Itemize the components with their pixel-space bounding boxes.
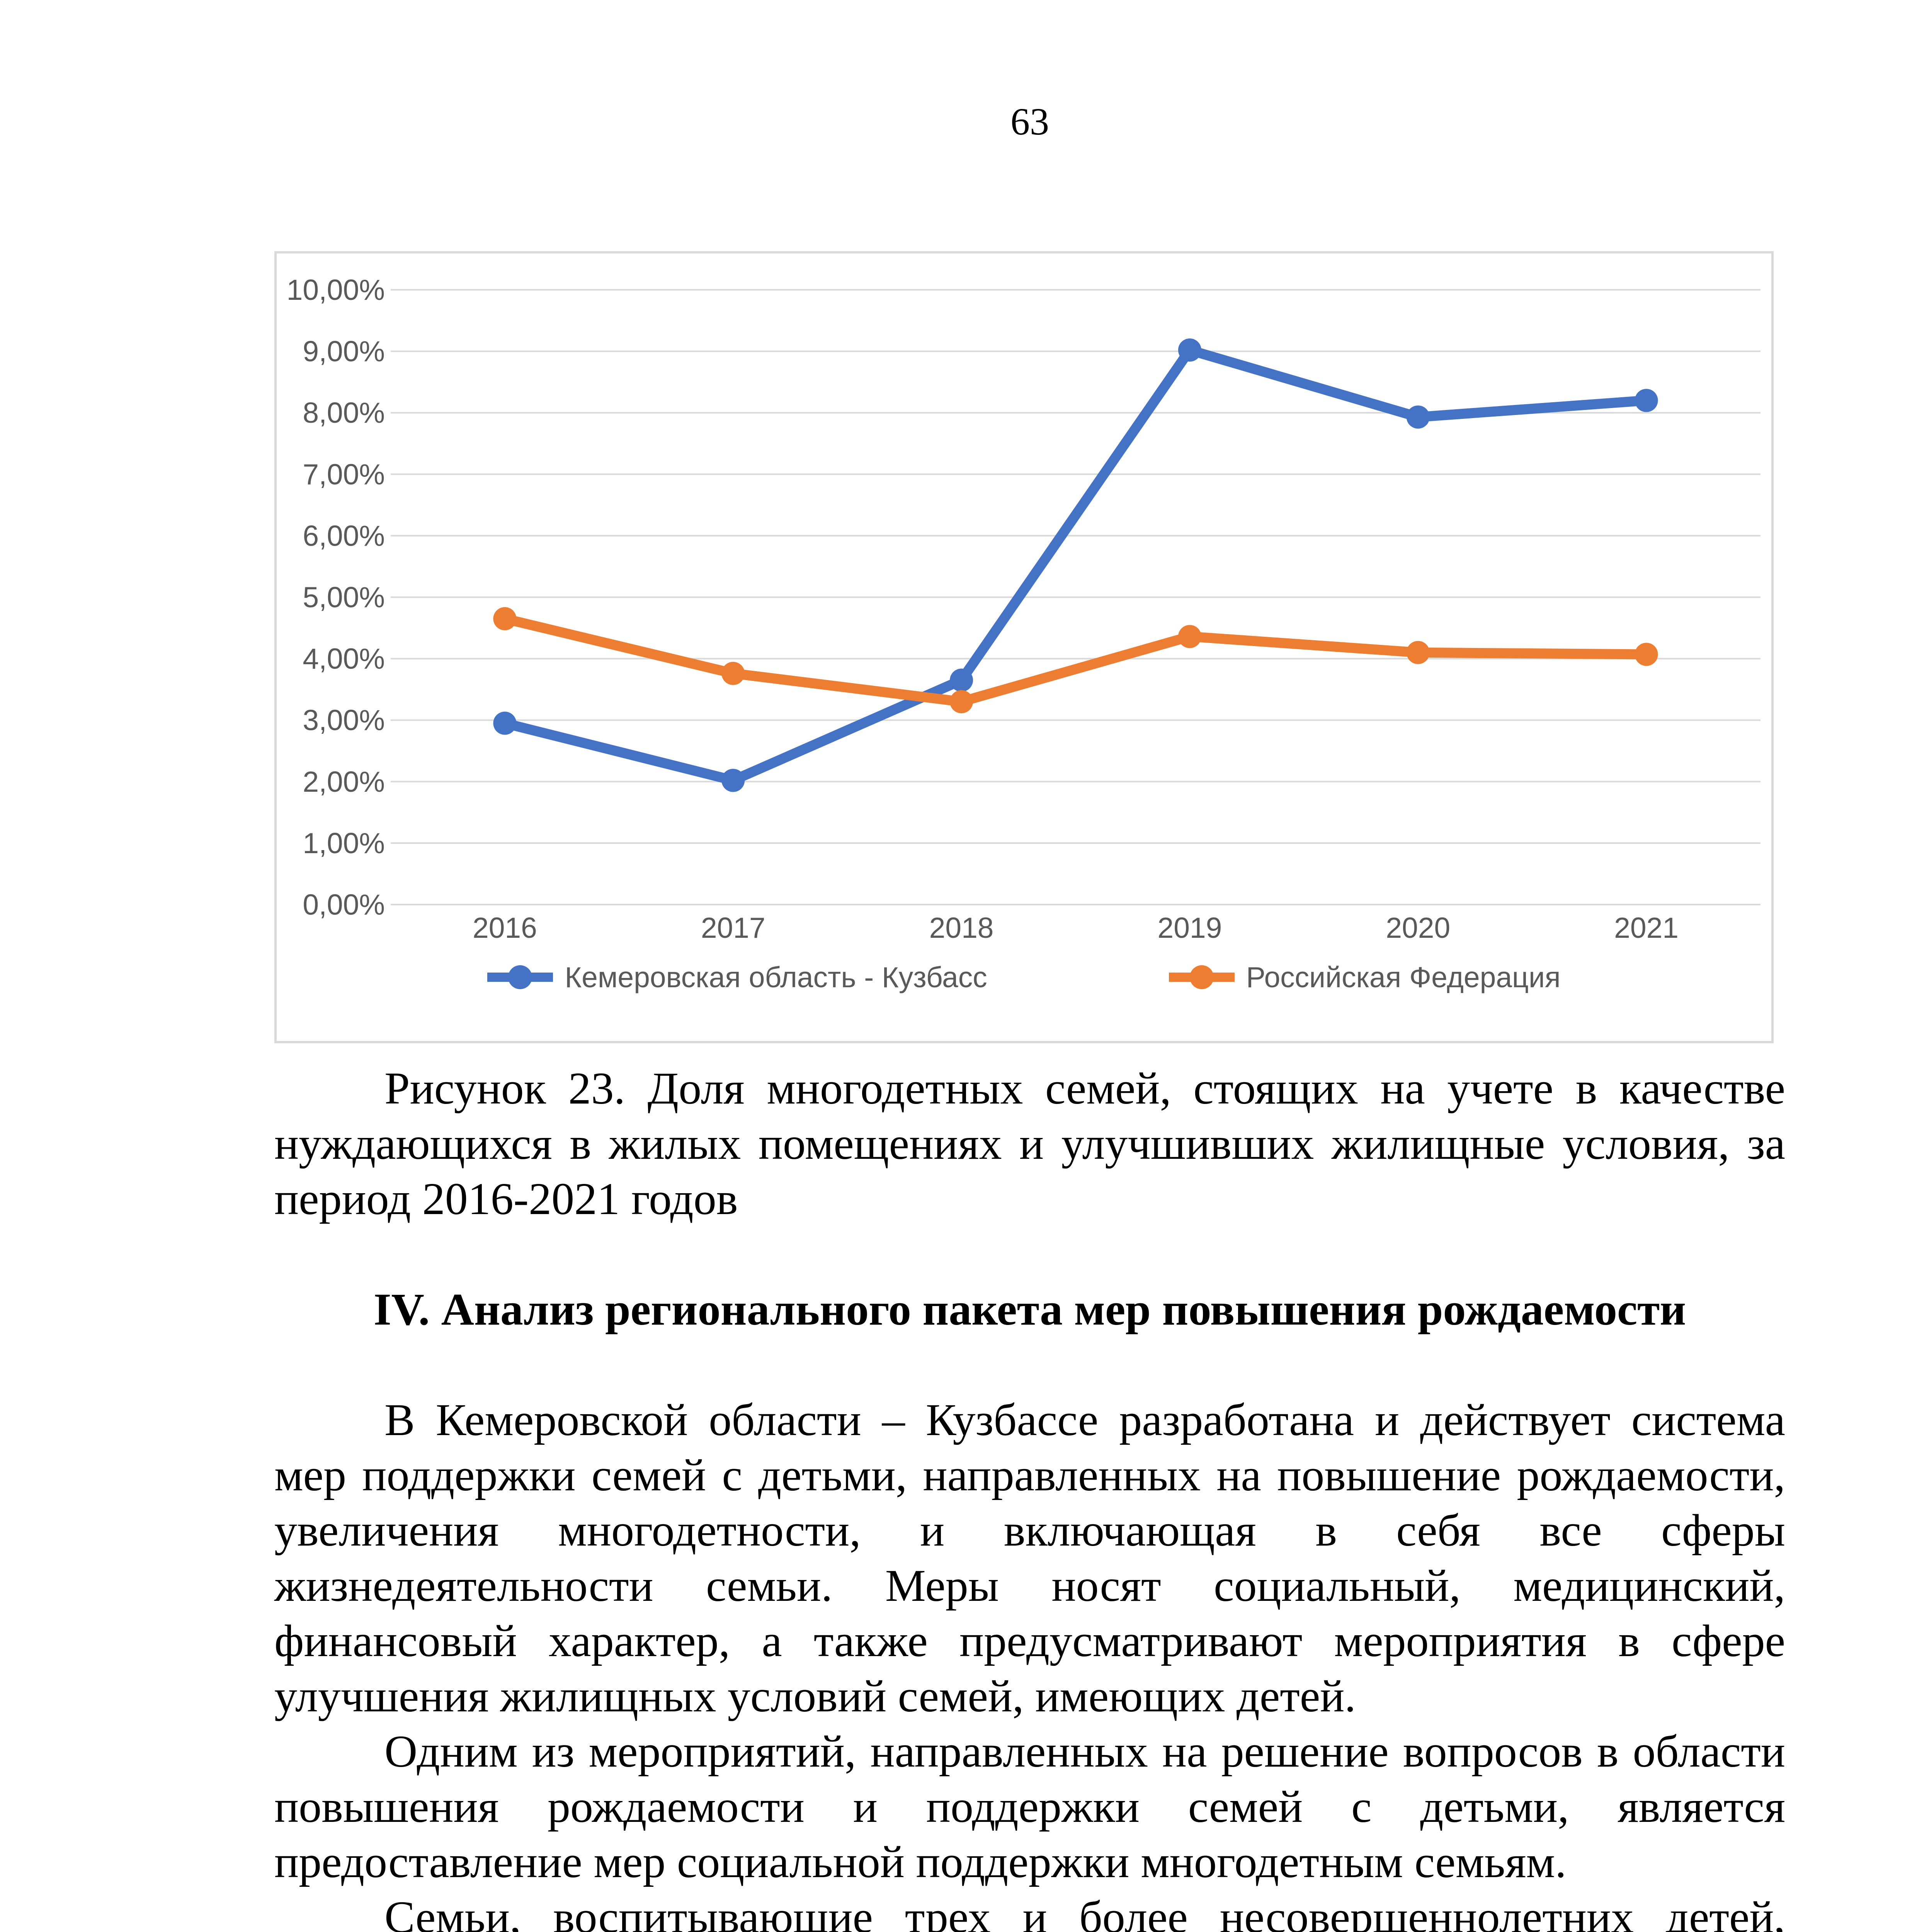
y-axis-tick-label: 7,00% — [303, 458, 385, 490]
body-paragraph: Семьи, воспитывающие трех и более несове… — [384, 1892, 1785, 1932]
data-point-marker-icon — [1178, 625, 1201, 648]
series-line — [500, 614, 1652, 707]
y-axis-tick-label: 5,00% — [303, 581, 385, 614]
data-point-marker-icon — [721, 769, 745, 792]
x-axis-tick-label: 2016 — [473, 912, 537, 944]
chart-plot-area: 0,00% 1,00% 2,00% 3,00% 4,00% 5,00% 6,00% 7,00%… — [287, 274, 1761, 944]
x-axis-tick-label: 2019 — [1157, 912, 1222, 944]
series-line — [500, 345, 1652, 786]
body-text: В Кемеровской области – Кузбассе разрабо… — [274, 1392, 1785, 1932]
y-axis-tick-label: 10,00% — [287, 274, 385, 306]
data-point-marker-icon — [1635, 389, 1658, 412]
section-heading: IV. Анализ регионального пакета мер повы… — [373, 1284, 1686, 1335]
y-axis-tick-label: 6,00% — [303, 519, 385, 552]
y-axis-tick-label: 2,00% — [303, 765, 385, 798]
x-axis-tick-label: 2021 — [1614, 912, 1679, 944]
data-point-marker-icon — [1635, 643, 1658, 666]
data-point-marker-icon — [721, 662, 745, 685]
body-paragraph: Одним из мероприятий, направленных на ре… — [274, 1726, 1785, 1887]
body-paragraph: В Кемеровской области – Кузбассе разрабо… — [274, 1395, 1785, 1721]
y-axis-tick-label: 0,00% — [303, 888, 385, 921]
page-number: 63 — [1010, 100, 1049, 143]
data-point-marker-icon — [1406, 641, 1430, 664]
y-axis-tick-label: 4,00% — [303, 643, 385, 675]
legend-item: Российская Федерация — [1169, 961, 1561, 994]
x-axis-tick-label: 2017 — [701, 912, 765, 944]
chart-legend: Кемеровская область - Кузбасс Российская … — [277, 961, 1771, 994]
y-axis-tick-label: 3,00% — [303, 704, 385, 736]
data-point-marker-icon — [950, 690, 973, 713]
data-point-marker-icon — [493, 711, 517, 735]
legend-label: Российская Федерация — [1246, 961, 1561, 993]
legend-item: Кемеровская область - Кузбасс — [487, 961, 987, 994]
y-axis-tick-label: 8,00% — [303, 396, 385, 429]
data-point-marker-icon — [1406, 405, 1430, 429]
legend-label: Кемеровская область - Кузбасс — [565, 961, 987, 993]
legend-marker-icon — [487, 965, 553, 989]
data-point-marker-icon — [1178, 338, 1201, 362]
text-column: Рисунок 23. Доля многодетных семей, стоя… — [274, 1061, 1785, 1932]
legend-marker-icon — [1169, 965, 1235, 989]
figure-chart: 0,00% 1,00% 2,00% 3,00% 4,00% 5,00% 6,00% 7,00%… — [274, 251, 1774, 1043]
figure-caption: Рисунок 23. Доля многодетных семей, стоя… — [274, 1063, 1785, 1224]
y-axis-tick-label: 9,00% — [303, 335, 385, 367]
y-axis-tick-label: 1,00% — [303, 827, 385, 859]
data-point-marker-icon — [493, 607, 517, 631]
data-point-marker-icon — [950, 668, 973, 692]
x-axis-tick-label: 2020 — [1386, 912, 1450, 944]
x-axis-tick-label: 2018 — [929, 912, 994, 944]
